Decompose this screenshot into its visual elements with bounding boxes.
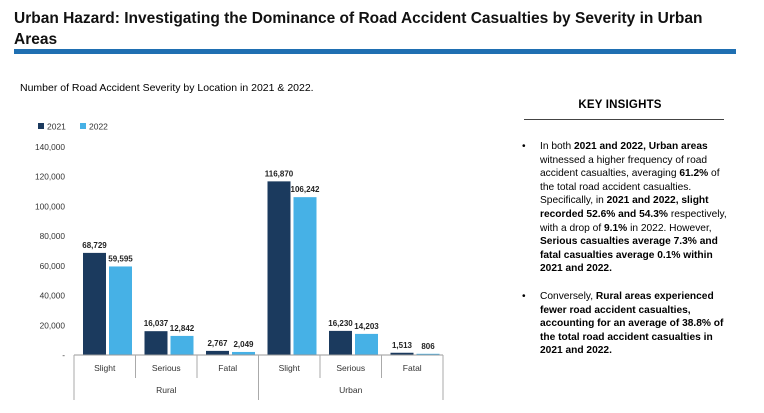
legend-swatch xyxy=(80,123,86,129)
bar xyxy=(267,181,291,355)
x-tick-label: Slight xyxy=(279,363,301,373)
data-label: 2,767 xyxy=(207,339,228,348)
data-label: 16,230 xyxy=(328,319,353,328)
title-underline xyxy=(14,49,736,54)
bar xyxy=(329,330,352,355)
y-tick-label: 40,000 xyxy=(40,291,66,301)
data-label: 116,870 xyxy=(265,169,294,178)
x-tick-label: Serious xyxy=(152,363,181,373)
x-group-label: Urban xyxy=(339,385,362,395)
data-label: 16,037 xyxy=(144,319,169,328)
bar xyxy=(232,351,255,355)
bar xyxy=(390,352,414,355)
y-tick-label: 100,000 xyxy=(35,201,65,211)
bar xyxy=(206,350,229,355)
legend-label: 2022 xyxy=(89,122,108,132)
x-tick-label: Fatal xyxy=(403,363,422,373)
legend-swatch xyxy=(38,123,44,129)
bar xyxy=(416,353,440,355)
bar xyxy=(293,197,317,355)
data-label: 59,595 xyxy=(108,254,133,263)
insight-text: 61.2% xyxy=(679,168,709,180)
x-tick-label: Fatal xyxy=(218,363,237,373)
data-label: 2,049 xyxy=(233,340,254,349)
insight-text: 9.1% xyxy=(604,222,628,234)
y-tick-label: 80,000 xyxy=(40,231,66,241)
x-tick-label: Serious xyxy=(336,363,365,373)
page-title: Urban Hazard: Investigating the Dominanc… xyxy=(14,10,703,48)
insight-text: 2021 and 2022, slight recorded 52.6% and… xyxy=(540,195,709,220)
bar xyxy=(144,331,168,355)
data-label: 806 xyxy=(421,342,435,351)
y-tick-label: 140,000 xyxy=(35,142,65,152)
insight-text: witnessed a higher frequency of road acc… xyxy=(540,154,708,180)
data-label: 14,203 xyxy=(354,322,379,331)
insights-divider xyxy=(524,119,724,120)
bar xyxy=(83,252,106,355)
y-tick-label: 20,000 xyxy=(40,320,66,330)
insight-text: of the total road accident casualties. S… xyxy=(540,168,720,207)
data-label: 106,242 xyxy=(291,185,320,194)
insight-item: In both 2021 and 2022, Urban areas witne… xyxy=(520,140,735,276)
x-tick-label: Slight xyxy=(94,363,116,373)
insight-text: Conversely, xyxy=(540,290,596,302)
chart-title: Number of Road Accident Severity by Loca… xyxy=(20,82,314,94)
y-tick-label: 60,000 xyxy=(40,261,66,271)
insight-text: respectively, with a drop of xyxy=(540,208,727,234)
y-tick-label: 120,000 xyxy=(35,172,65,182)
bar xyxy=(170,335,194,355)
data-label: 1,513 xyxy=(392,341,413,350)
data-label: 12,842 xyxy=(170,324,195,333)
insight-item: Conversely, Rural areas experienced fewe… xyxy=(520,290,735,358)
x-group-label: Rural xyxy=(156,385,176,395)
y-tick-label: - xyxy=(62,350,65,360)
legend-label: 2021 xyxy=(47,122,66,132)
insights-title: KEY INSIGHTS xyxy=(578,99,662,111)
bar xyxy=(355,333,378,355)
bar-chart: 2021 2022 - 20,000 40,000 60,000 80,000 100,000… xyxy=(35,122,444,400)
insight-text: 2021 and 2022, Urban areas xyxy=(574,141,708,152)
bar xyxy=(109,266,132,355)
insight-text: Serious casualties average 7.3% and fata… xyxy=(540,236,718,275)
insight-text: Rural areas experienced fewer road accid… xyxy=(540,290,724,357)
insights-list: In both 2021 and 2022, Urban areas witne… xyxy=(520,140,735,372)
insight-text: in 2022. However, xyxy=(627,222,712,234)
insight-text: In both xyxy=(540,141,574,152)
data-label: 68,729 xyxy=(82,241,107,250)
